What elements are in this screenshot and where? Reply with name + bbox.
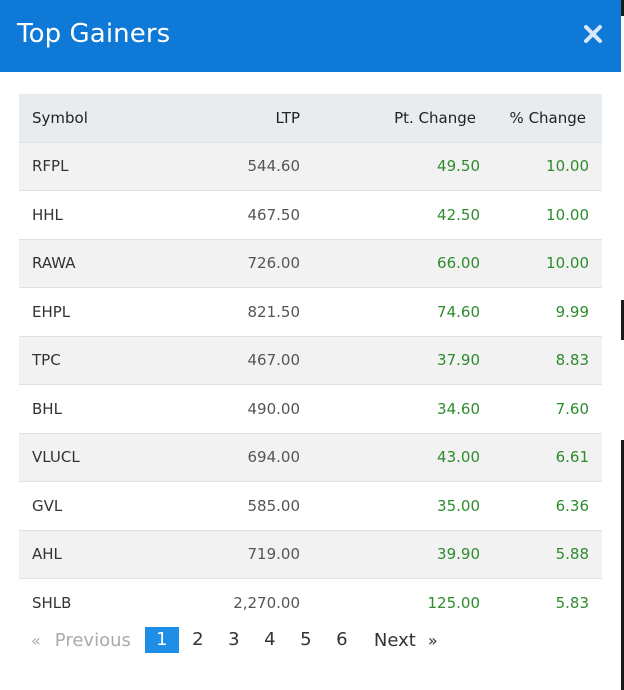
- table-row[interactable]: GVL 585.00 35.00 6.36: [19, 481, 602, 530]
- cell-pct-change: 5.88: [555, 545, 589, 564]
- cell-pct-change: 10.00: [546, 254, 589, 273]
- table-row[interactable]: RAWA 726.00 66.00 10.00: [19, 239, 602, 288]
- page-6-button[interactable]: 6: [336, 629, 348, 650]
- gainers-table-container: Symbol LTP Pt. Change % Change RFPL 544.6…: [19, 94, 602, 627]
- table-row[interactable]: TPC 467.00 37.90 8.83: [19, 336, 602, 385]
- double-chevron-right-icon: »: [427, 630, 438, 650]
- cell-pct-change: 10.00: [546, 205, 589, 224]
- cell-symbol: VLUCL: [32, 448, 80, 467]
- table-row[interactable]: HHL 467.50 42.50 10.00: [19, 190, 602, 239]
- cell-pt-change: 42.50: [437, 205, 480, 224]
- next-label: Next: [373, 629, 416, 651]
- page-2-button[interactable]: 2: [192, 629, 204, 650]
- cell-pct-change: 10.00: [546, 157, 589, 176]
- cell-pt-change: 125.00: [427, 594, 481, 612]
- cell-ltp: 467.00: [247, 351, 301, 370]
- gainers-table: Symbol LTP Pt. Change % Change RFPL 544.6…: [19, 94, 602, 627]
- cell-pt-change: 37.90: [437, 351, 480, 370]
- cell-symbol: BHL: [32, 399, 62, 418]
- cell-ltp: 821.50: [247, 302, 301, 321]
- header-symbol[interactable]: Symbol: [32, 108, 88, 127]
- table-row[interactable]: RFPL 544.60 49.50 10.00: [19, 142, 602, 191]
- cell-ltp: 585.00: [247, 496, 301, 515]
- page-3-button[interactable]: 3: [228, 629, 240, 650]
- cell-ltp: 544.60: [247, 157, 301, 176]
- table-row[interactable]: BHL 490.00 34.60 7.60: [19, 384, 602, 433]
- previous-label: Previous: [54, 629, 131, 651]
- double-chevron-left-icon: «: [31, 630, 41, 650]
- cell-pct-change: 9.99: [555, 302, 589, 321]
- cell-ltp: 467.50: [247, 205, 301, 224]
- page-4-button[interactable]: 4: [264, 629, 276, 650]
- cell-pt-change: 34.60: [437, 399, 480, 418]
- cell-symbol: TPC: [32, 351, 61, 370]
- cell-symbol: SHLB: [32, 594, 72, 612]
- cell-pct-change: 5.83: [555, 594, 589, 612]
- cell-pt-change: 43.00: [437, 448, 480, 467]
- table-body: RFPL 544.60 49.50 10.00 HHL 467.50 42.50 10.00 R…: [19, 142, 602, 627]
- cell-ltp: 719.00: [247, 545, 301, 564]
- cell-symbol: RFPL: [32, 157, 69, 176]
- cell-ltp: 490.00: [247, 399, 301, 418]
- cell-symbol: AHL: [32, 545, 62, 564]
- header-pt-change[interactable]: Pt. Change: [394, 108, 476, 127]
- cell-ltp: 2,270.00: [233, 594, 300, 612]
- cell-pt-change: 74.60: [437, 302, 480, 321]
- modal-title: Top Gainers: [17, 19, 171, 49]
- close-icon[interactable]: [581, 22, 605, 46]
- next-page-button[interactable]: Next »: [374, 630, 438, 651]
- table-row[interactable]: SHLB 2,270.00 125.00 5.83: [19, 578, 602, 627]
- cell-ltp: 726.00: [247, 254, 301, 273]
- cell-pt-change: 66.00: [437, 254, 480, 273]
- cell-symbol: HHL: [32, 205, 63, 224]
- cell-ltp: 694.00: [247, 448, 301, 467]
- cell-symbol: GVL: [32, 496, 63, 515]
- table-header-row: Symbol LTP Pt. Change % Change: [19, 94, 602, 142]
- cell-pct-change: 7.60: [555, 399, 589, 418]
- table-row[interactable]: EHPL 821.50 74.60 9.99: [19, 287, 602, 336]
- cell-pt-change: 49.50: [437, 157, 480, 176]
- modal-header: Top Gainers: [0, 0, 621, 72]
- cell-symbol: RAWA: [32, 254, 76, 273]
- header-pct-change[interactable]: % Change: [509, 108, 586, 127]
- background-edge: [621, 0, 624, 690]
- table-row[interactable]: AHL 719.00 39.90 5.88: [19, 530, 602, 579]
- cell-pt-change: 35.00: [437, 496, 480, 515]
- pagination: « Previous 1 2 3 4 5 6 Next »: [31, 627, 438, 653]
- table-row[interactable]: VLUCL 694.00 43.00 6.61: [19, 433, 602, 482]
- cell-pct-change: 6.36: [555, 496, 589, 515]
- cell-symbol: EHPL: [32, 302, 71, 321]
- cell-pt-change: 39.90: [437, 545, 480, 564]
- cell-pct-change: 6.61: [555, 448, 589, 467]
- cell-pct-change: 8.83: [555, 351, 589, 370]
- header-ltp[interactable]: LTP: [275, 108, 301, 127]
- page-5-button[interactable]: 5: [300, 629, 312, 650]
- page-1-button[interactable]: 1: [144, 627, 179, 653]
- previous-page-button[interactable]: « Previous: [31, 630, 131, 651]
